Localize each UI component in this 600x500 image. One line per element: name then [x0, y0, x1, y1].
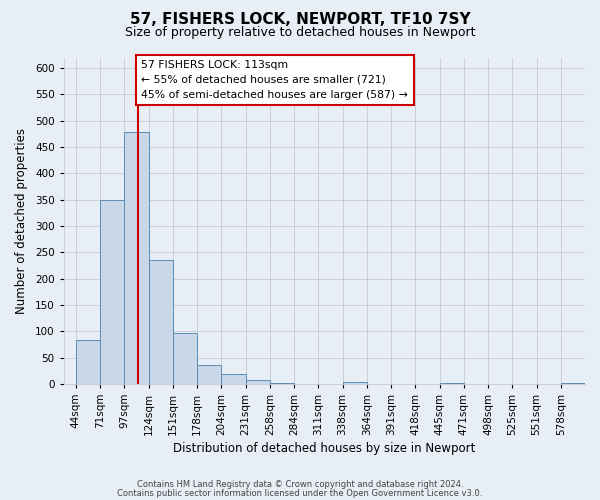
- Bar: [343, 382, 367, 384]
- Bar: [245, 380, 270, 384]
- Text: 57, FISHERS LOCK, NEWPORT, TF10 7SY: 57, FISHERS LOCK, NEWPORT, TF10 7SY: [130, 12, 470, 28]
- X-axis label: Distribution of detached houses by size in Newport: Distribution of detached houses by size …: [173, 442, 476, 455]
- Bar: [149, 260, 173, 384]
- Bar: [76, 340, 100, 384]
- Bar: [221, 374, 245, 384]
- Bar: [440, 383, 464, 384]
- Bar: [100, 200, 124, 384]
- Bar: [561, 383, 585, 384]
- Y-axis label: Number of detached properties: Number of detached properties: [15, 128, 28, 314]
- Text: Contains public sector information licensed under the Open Government Licence v3: Contains public sector information licen…: [118, 488, 482, 498]
- Text: 57 FISHERS LOCK: 113sqm
← 55% of detached houses are smaller (721)
45% of semi-d: 57 FISHERS LOCK: 113sqm ← 55% of detache…: [142, 60, 408, 100]
- Text: Size of property relative to detached houses in Newport: Size of property relative to detached ho…: [125, 26, 475, 39]
- Text: Contains HM Land Registry data © Crown copyright and database right 2024.: Contains HM Land Registry data © Crown c…: [137, 480, 463, 489]
- Bar: [197, 366, 221, 384]
- Bar: [173, 334, 197, 384]
- Bar: [270, 383, 294, 384]
- Bar: [124, 132, 149, 384]
